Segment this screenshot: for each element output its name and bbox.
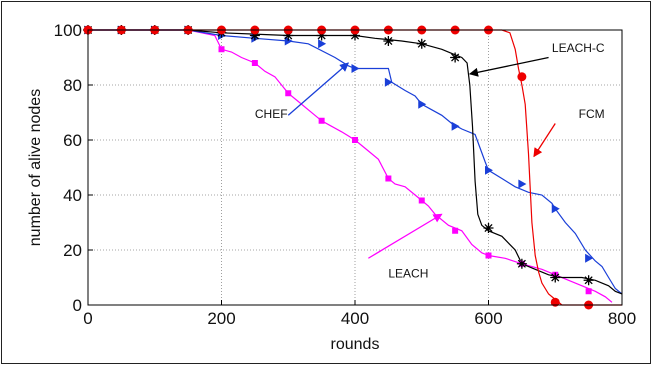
series-line-fcm — [88, 29, 622, 306]
y-tick-label: 100 — [54, 21, 82, 40]
data-point-leach-c — [450, 52, 461, 63]
data-point-leach-c — [249, 30, 260, 41]
grid-lines — [88, 30, 622, 305]
x-tick-label: 0 — [83, 309, 92, 328]
tick-labels: 0 200 400 600 800 0 20 40 60 80 100 — [54, 21, 637, 328]
data-point-chef — [451, 121, 460, 131]
y-tick-label: 60 — [63, 131, 82, 150]
data-point-leach — [285, 90, 292, 97]
x-tick-label: 400 — [341, 309, 369, 328]
data-point-leach-c — [316, 30, 327, 41]
data-point-chef — [384, 77, 393, 87]
data-point-leach — [218, 46, 225, 53]
data-point-leach-c — [416, 38, 427, 49]
annotation-arrow-chef — [287, 62, 350, 116]
annotation-label-fcm: FCM — [579, 107, 605, 121]
data-point-chef — [485, 165, 493, 175]
data-point-chef — [585, 253, 594, 263]
data-point-leach — [385, 175, 392, 182]
x-tick-label: 800 — [608, 309, 636, 328]
plot-area-border — [87, 29, 623, 306]
data-point-leach — [485, 252, 492, 259]
data-point-leach-c — [516, 258, 527, 269]
y-tick-label: 80 — [63, 76, 82, 95]
x-tick-label: 600 — [474, 309, 502, 328]
annotation-label-leach: LEACH — [388, 267, 428, 281]
annotation-label-chef: CHEF — [255, 107, 288, 121]
y-axis-label: number of alive nodes — [27, 89, 44, 246]
x-tick-label: 200 — [207, 309, 235, 328]
y-tick-label: 40 — [63, 186, 82, 205]
series-layer — [88, 29, 623, 306]
y-tick-label: 0 — [73, 296, 82, 315]
data-point-chef — [518, 179, 527, 189]
data-point-chef — [284, 36, 293, 46]
data-point-leach — [251, 60, 258, 66]
x-axis-label: rounds — [331, 336, 380, 353]
data-point-leach-c — [583, 275, 594, 286]
annotation-arrow-fcm — [533, 123, 556, 158]
y-tick-label: 20 — [63, 241, 82, 260]
annotation-layer: LEACH-C FCM CHEF LEACH — [255, 41, 605, 281]
data-point-leach — [418, 197, 425, 204]
data-point-chef — [551, 204, 560, 214]
annotation-arrow-leach-c — [468, 56, 549, 77]
data-point-leach-c — [383, 36, 394, 46]
marker-layer — [83, 25, 594, 310]
series-line-chef — [88, 29, 623, 295]
data-point-leach-c — [350, 30, 360, 41]
data-point-chef — [418, 99, 427, 109]
data-point-chef — [318, 39, 327, 49]
annotation-label-leach-c: LEACH-C — [552, 41, 605, 55]
series-line-leach — [88, 29, 613, 303]
data-point-leach — [318, 117, 325, 124]
data-point-leach-c — [483, 223, 494, 233]
data-point-fcm — [517, 72, 527, 82]
data-point-leach — [585, 288, 592, 295]
data-point-leach — [452, 227, 459, 234]
data-point-leach-c — [283, 30, 294, 41]
series-line-leach-c — [88, 29, 623, 295]
annotation-arrow-leach — [368, 213, 443, 259]
data-point-leach — [352, 137, 358, 143]
data-point-chef — [351, 64, 360, 73]
data-point-leach-c — [550, 272, 561, 283]
